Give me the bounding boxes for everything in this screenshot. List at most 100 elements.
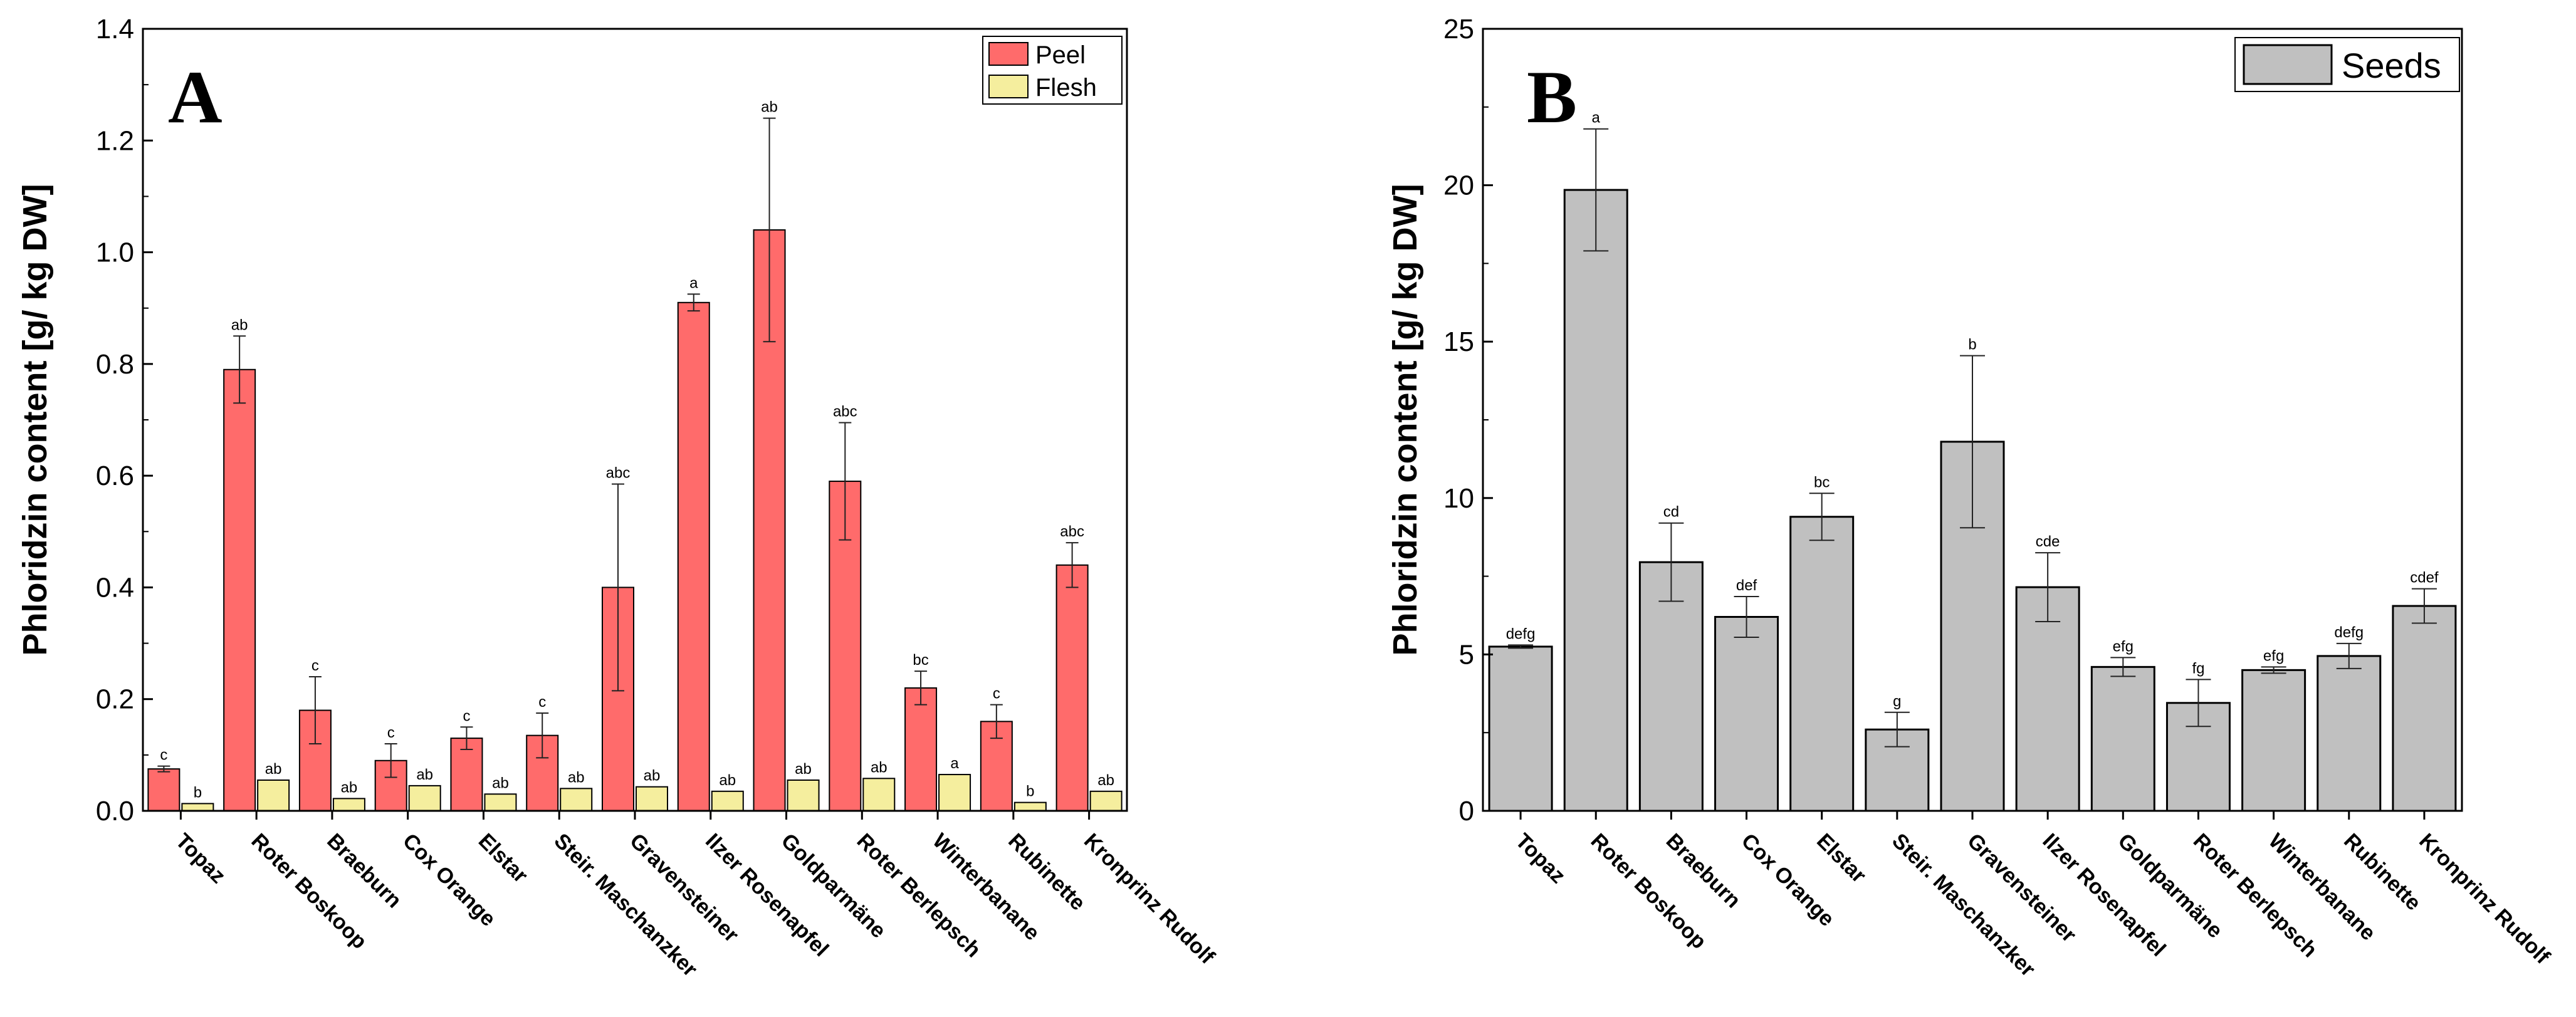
sig-label-seeds-goldparmane: efg [2113,638,2134,655]
panel-b-y-tick-label: 10 [1443,483,1474,514]
error-bar-peel-topaz [157,765,170,773]
bar-flesh-braeburn [332,798,365,811]
bar-flesh-gravensteiner [636,786,668,812]
error-bar-peel-cox-orange [384,743,397,778]
legend-label-seeds: Seeds [2342,46,2441,85]
bar-seeds-rubinette [2317,655,2382,812]
bar-seeds-cox-orange [1714,615,1779,812]
sig-label-peel-topaz: c [160,747,167,764]
sig-label-flesh-topaz: b [194,784,202,801]
panel-b-y-tick-label: 20 [1443,170,1474,201]
error-bar-peel-elstar [460,726,473,750]
sig-label-flesh-cox-orange: ab [416,766,433,783]
sig-label-flesh-gravensteiner: ab [644,768,661,785]
panel-a-y-tick-label: 0.0 [96,796,134,827]
sig-label-flesh-elstar: ab [492,774,509,791]
bar-peel-kronprinz-rudolf [1055,564,1089,811]
error-bar-seeds-kronprinz-rudolf [2411,588,2437,624]
panel-b-error-bars [1508,128,2437,748]
sig-label-flesh-goldparmane: ab [795,761,812,778]
bar-peel-roter-boskoop [223,368,256,811]
sig-label-seeds-rubinette: defg [2334,624,2364,641]
error-bar-seeds-braeburn [1658,522,1684,602]
error-bar-peel-rubinette [990,704,1003,739]
sig-label-flesh-roter-berlepsch: ab [871,759,887,776]
error-bar-seeds-goldparmane [2110,657,2136,677]
panel-a-y-ticks: 0.0 0.2 0.4 0.6 0.8 1.0 1.2 1.4 [96,14,153,827]
panel-a-letter: A [168,55,223,138]
sig-label-peel-goldparmane: ab [761,99,778,116]
sig-label-seeds-winterbanane: efg [2263,647,2284,664]
sig-label-seeds-ilzer-rosenapfel: cde [2036,533,2060,550]
sig-label-seeds-elstar: bc [1814,474,1830,491]
panel-a-plot-frame [142,28,1128,812]
bar-seeds-kronprinz-rudolf [2392,605,2457,812]
panel-a-legend: Peel Flesh [982,36,1123,105]
panel-b-significance-labels: defg a cd def bc g b cde efg fg efg defg cdef [1506,110,2439,710]
panel-a-y-axis-title: Phloridzin content [g/ kg DW] [16,184,54,656]
sig-label-peel-roter-berlepsch: abc [833,403,857,420]
panel-a-y-tick-label: 1.2 [96,125,134,156]
panel-a-error-bars [157,117,1079,778]
error-bar-peel-kronprinz-rudolf [1065,542,1079,588]
sig-label-seeds-kronprinz-rudolf: cdef [2410,570,2439,587]
error-bar-peel-braeburn [308,676,322,745]
error-bar-peel-goldparmane [763,117,776,343]
sig-label-peel-elstar: c [463,707,470,724]
error-bar-peel-roter-berlepsch [839,422,852,541]
bar-flesh-topaz [181,803,214,811]
legend-label-flesh: Flesh [1035,74,1097,102]
bar-flesh-roter-boskoop [257,779,290,812]
legend-label-peel: Peel [1035,41,1086,69]
sig-label-seeds-roter-boskoop: a [1592,110,1601,127]
legend-swatch-flesh [988,75,1029,98]
legend-swatch-seeds [2243,44,2333,85]
error-bar-peel-steir-maschanzker [536,712,549,759]
bar-flesh-kronprinz-rudolf [1089,790,1123,812]
sig-label-peel-rubinette: c [993,686,1000,702]
error-bar-seeds-topaz [1508,644,1534,649]
panel-b-plot-frame [1482,28,2463,812]
bar-peel-topaz [147,768,181,811]
bar-seeds-topaz [1488,645,1553,812]
sig-label-flesh-winterbanane: a [950,755,959,772]
sig-label-peel-winterbanane: bc [913,652,928,669]
panel-b-bars [1488,189,2457,812]
bar-flesh-rubinette [1013,801,1047,811]
sig-label-seeds-steir-maschanzker: g [1893,693,1901,710]
bar-seeds-winterbanane [2241,669,2306,812]
error-bar-seeds-ilzer-rosenapfel [2035,552,2061,622]
bar-peel-ilzer-rosenapfel [677,301,710,811]
legend-swatch-peel [988,42,1029,66]
bar-flesh-elstar [484,793,517,812]
sig-label-flesh-kronprinz-rudolf: ab [1097,772,1114,789]
panel-b-y-tick-label: 15 [1443,326,1474,357]
error-bar-seeds-rubinette [2336,642,2362,669]
panel-a-y-tick-label: 0.6 [96,461,134,491]
sig-label-seeds-roter-berlepsch: fg [2192,660,2204,677]
sig-label-seeds-cox-orange: def [1736,577,1757,594]
error-bar-seeds-winterbanane [2261,666,2286,674]
panel-b-y-axis-title: Phloridzin content [g/ kg DW] [1386,184,1424,656]
sig-label-flesh-rubinette: b [1026,783,1034,800]
sig-label-peel-braeburn: c [312,657,319,674]
sig-label-seeds-topaz: defg [1506,625,1536,642]
bar-flesh-cox-orange [408,785,441,812]
error-bar-seeds-roter-boskoop [1583,128,1609,252]
error-bar-peel-ilzer-rosenapfel [687,293,700,312]
sig-label-flesh-braeburn: ab [341,779,358,796]
sig-label-peel-roter-boskoop: ab [231,316,248,333]
bar-seeds-elstar [1789,516,1855,812]
error-bar-seeds-elstar [1809,493,1835,541]
sig-label-peel-kronprinz-rudolf: abc [1060,523,1084,540]
panel-a-y-tick-label: 0.2 [96,684,134,715]
error-bar-seeds-roter-berlepsch [2186,679,2211,728]
bar-seeds-goldparmane [2090,665,2155,812]
bar-flesh-goldparmane [787,779,820,812]
bar-seeds-ilzer-rosenapfel [2015,586,2080,812]
bar-flesh-roter-berlepsch [862,778,896,811]
panel-a-y-tick-label: 0.4 [96,572,134,603]
